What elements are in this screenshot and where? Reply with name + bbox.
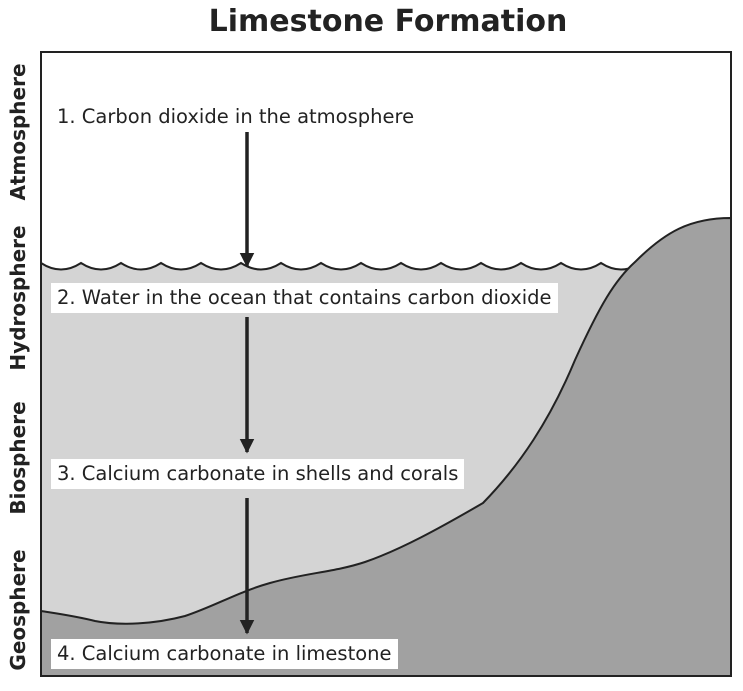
- step-2-label: 2. Water in the ocean that contains carb…: [51, 283, 558, 313]
- step-4-label: 4. Calcium carbonate in limestone: [51, 639, 398, 669]
- ocean-surface-waves: [40, 261, 642, 271]
- step-3-label: 3. Calcium carbonate in shells and coral…: [51, 459, 465, 489]
- step-1-label: 1. Carbon dioxide in the atmosphere: [51, 102, 421, 132]
- land-seafloor: [40, 216, 732, 677]
- diagram-title: Limestone Formation: [208, 4, 568, 39]
- diagram-frame: [40, 51, 732, 677]
